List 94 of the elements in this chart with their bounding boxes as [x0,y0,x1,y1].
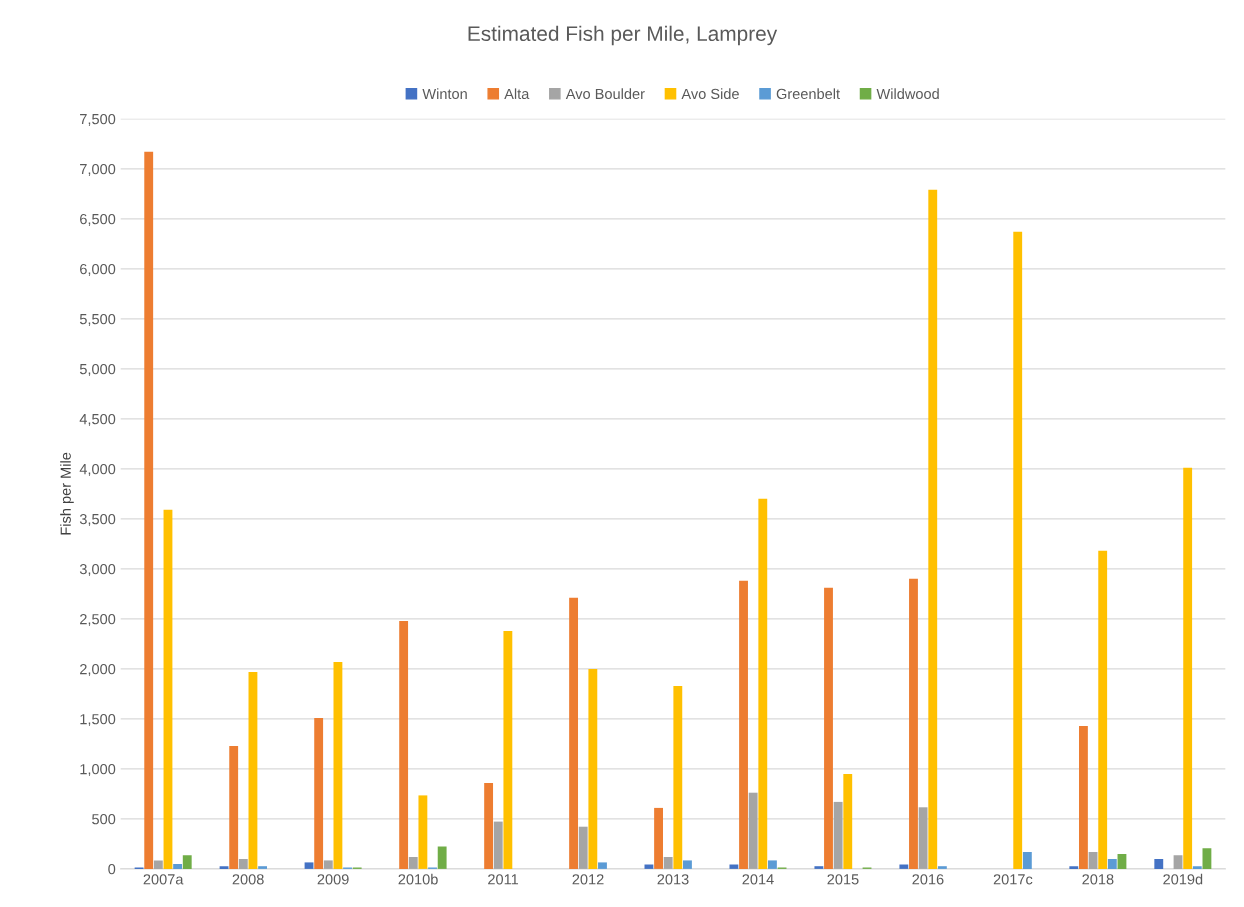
y-tick-label: 6,000 [80,263,116,276]
bar [758,498,768,869]
legend-label: Alta [504,88,530,100]
x-tick-label: 2016 [912,874,944,885]
bar [937,866,947,869]
bar [918,807,928,869]
bar [569,597,579,869]
bar [928,189,938,869]
bar [899,864,909,869]
bar [1107,859,1117,869]
bar [1088,851,1098,869]
bar [153,860,163,869]
bar [578,826,588,869]
legend-label: Avo Boulder [565,88,645,100]
bar [229,745,239,869]
bar [663,857,673,869]
y-tick-label: 0 [108,864,116,875]
bar [654,807,663,869]
bar [1022,851,1032,869]
bar [1183,467,1193,869]
bar [729,864,739,869]
y-tick-label: 500 [92,814,116,825]
bar [1192,866,1202,869]
x-tick-label: 2012 [572,874,604,885]
bar [503,630,513,869]
x-tick-label: 2011 [488,874,519,885]
bar [588,668,598,869]
y-tick-label: 5,500 [79,313,116,326]
bar [843,773,853,869]
bar [399,620,409,869]
bar [182,855,192,869]
bar [144,151,154,869]
x-tick-label: 2013 [657,874,689,885]
bar [739,580,748,869]
y-tick-label: 7,500 [80,113,116,126]
x-tick-label: 2019d [1163,873,1203,885]
bar [644,864,654,869]
y-axis-title: Fish per Mile [60,452,74,535]
bar [484,782,494,869]
bar [323,860,333,869]
bar [437,846,447,869]
x-tick-label: 2010b [398,873,438,885]
x-tick-label: 2017c [993,874,1033,885]
bar [1013,231,1023,869]
bar [1173,855,1183,869]
y-tick-label: 1,000 [80,764,116,777]
bar [173,864,183,869]
y-tick-label: 7,000 [80,163,116,176]
legend-label: Avo Side [681,88,739,100]
bar [814,866,824,869]
bar [833,801,843,869]
bar [418,795,428,869]
bar [748,792,758,869]
bar [683,860,692,869]
chart-title: Estimated Fish per Mile, Lamprey [468,25,778,46]
x-tick-label: 2018 [1082,874,1114,885]
y-tick-label: 4,500 [79,413,116,426]
bar [824,587,833,869]
bar [1154,859,1164,869]
bar [1079,725,1088,869]
bar [909,578,918,869]
x-tick-label: 2007a [143,874,184,885]
bar [314,717,324,869]
bar [248,671,258,869]
bar [163,509,173,869]
bar [673,685,683,869]
y-tick-label: 3,500 [79,513,116,527]
y-tick-label: 6,500 [80,213,116,226]
x-tick-label: 2014 [742,874,774,885]
bar [238,859,248,869]
bar [1069,866,1079,869]
x-tick-label: 2009 [317,874,349,885]
bar [333,661,343,869]
y-tick-label: 2,000 [80,663,116,677]
y-tick-label: 3,000 [79,563,116,577]
legend-label: Wildwood [876,88,939,100]
bar [1202,848,1212,869]
legend-label: Winton [422,88,467,100]
bar [1098,550,1108,869]
x-tick-label: 2008 [232,874,264,885]
y-tick-label: 4,000 [79,463,116,477]
bar [219,866,229,869]
bar [408,857,418,869]
y-tick-label: 5,000 [79,363,116,376]
bar [304,862,314,869]
bar [1117,853,1127,869]
y-tick-label: 1,500 [80,713,116,727]
bar [598,862,607,869]
x-tick-label: 2015 [827,874,859,885]
bar [258,866,268,869]
bar [767,860,777,869]
legend-label: Greenbelt [776,88,840,100]
y-tick-label: 2,500 [80,613,116,627]
bar [493,821,503,869]
